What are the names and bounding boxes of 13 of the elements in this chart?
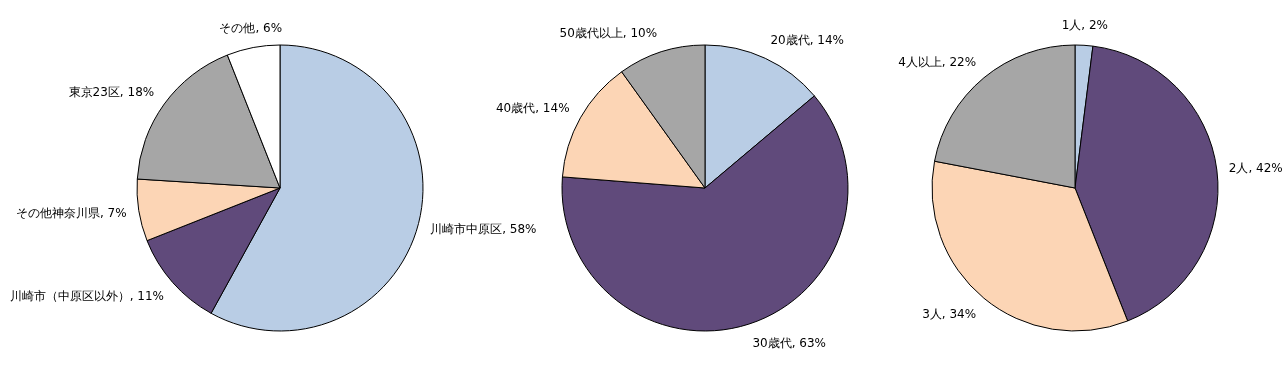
- slice-label: 4人以上, 22%: [898, 54, 977, 71]
- slice-label: 川崎市中原区, 58%: [430, 220, 537, 237]
- slice-label: 1人, 2%: [1061, 17, 1109, 34]
- slice-label: 川崎市（中原区以外）, 11%: [9, 287, 165, 304]
- slice-label: その他, 6%: [219, 19, 283, 36]
- slice-label: 2人, 42%: [1228, 159, 1283, 176]
- slice-label: 東京23区, 18%: [68, 84, 155, 101]
- slice-label: 50歳代以上, 10%: [559, 24, 658, 41]
- slice-label: 30歳代, 63%: [752, 335, 827, 352]
- slice-label: 3人, 34%: [922, 305, 977, 322]
- slice-label: 40歳代, 14%: [495, 99, 570, 116]
- slice-label: 20歳代, 14%: [770, 32, 844, 49]
- slice-label: その他神奈川県, 7%: [15, 205, 127, 222]
